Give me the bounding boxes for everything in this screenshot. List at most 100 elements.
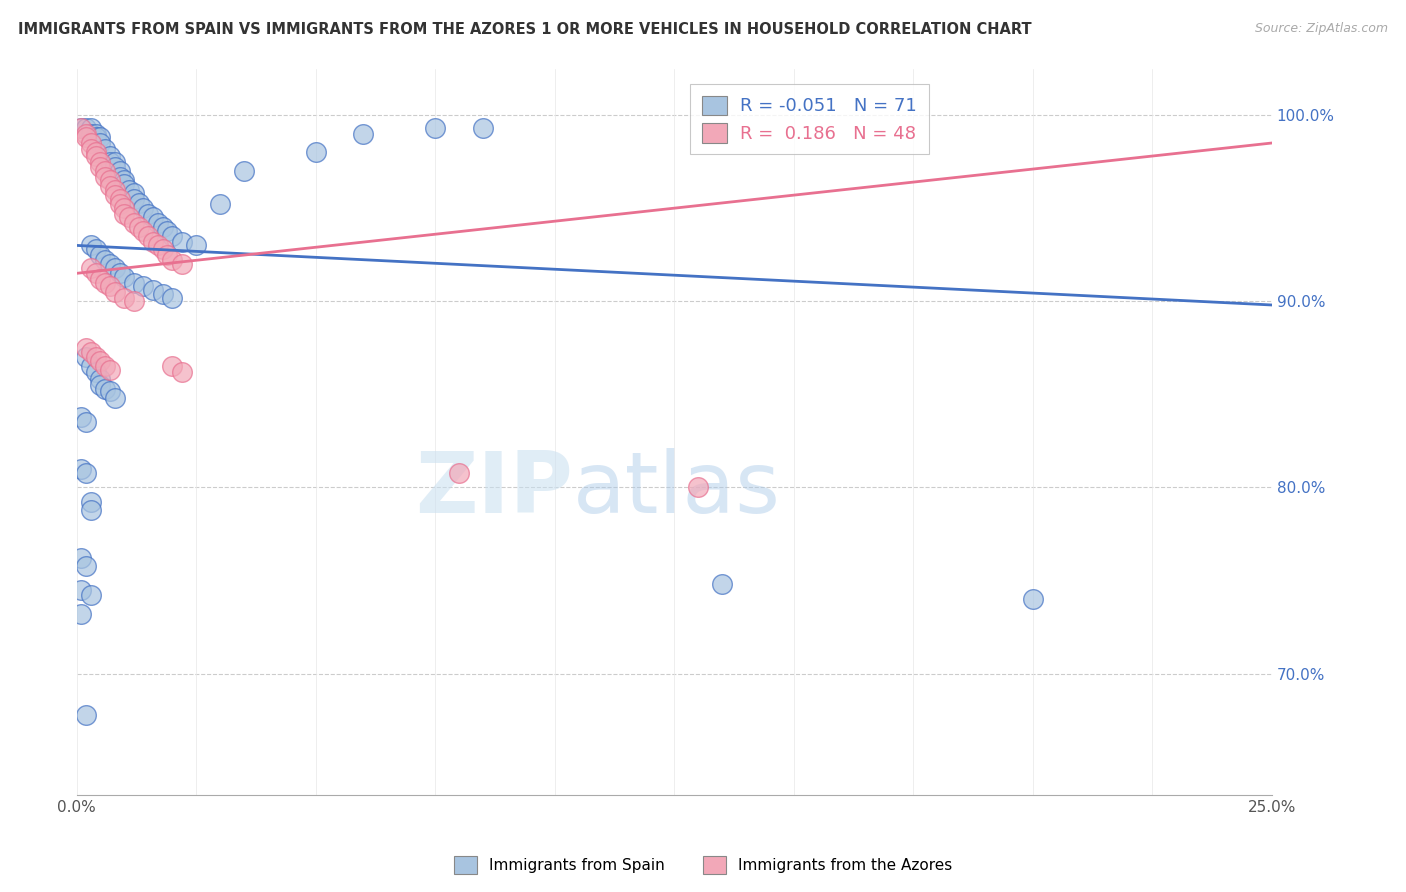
Point — [118, 182, 141, 196]
Point — [142, 235, 165, 249]
Point — [80, 344, 103, 359]
Point — [156, 248, 179, 262]
Point — [84, 145, 107, 160]
Point — [146, 238, 169, 252]
Point — [84, 350, 107, 364]
Point — [80, 121, 103, 136]
Point — [94, 253, 117, 268]
Point — [94, 276, 117, 290]
Point — [160, 291, 183, 305]
Point — [89, 378, 111, 392]
Point — [156, 223, 179, 237]
Point — [70, 582, 93, 597]
Point — [80, 136, 103, 150]
Point — [304, 145, 326, 160]
Point — [136, 229, 159, 244]
Point — [112, 207, 135, 221]
Point — [352, 127, 374, 141]
Point — [152, 286, 174, 301]
Point — [170, 235, 193, 249]
Point — [170, 257, 193, 271]
Text: Source: ZipAtlas.com: Source: ZipAtlas.com — [1254, 22, 1388, 36]
Point — [80, 359, 103, 374]
Text: IMMIGRANTS FROM SPAIN VS IMMIGRANTS FROM THE AZORES 1 OR MORE VEHICLES IN HOUSEH: IMMIGRANTS FROM SPAIN VS IMMIGRANTS FROM… — [18, 22, 1032, 37]
Point — [128, 219, 150, 234]
Point — [70, 551, 93, 566]
Point — [112, 201, 135, 215]
Point — [80, 260, 103, 275]
Point — [94, 382, 117, 396]
Text: ZIP: ZIP — [415, 448, 572, 532]
Point — [108, 266, 131, 280]
Point — [98, 363, 121, 377]
Legend: R = -0.051   N = 71, R =  0.186   N = 48: R = -0.051 N = 71, R = 0.186 N = 48 — [690, 84, 929, 154]
Point — [80, 589, 103, 603]
Point — [94, 169, 117, 184]
Point — [75, 558, 97, 573]
Point — [146, 216, 169, 230]
Point — [104, 188, 127, 202]
Point — [70, 121, 93, 136]
Point — [89, 160, 111, 174]
Point — [104, 182, 127, 196]
Point — [122, 294, 145, 309]
Point — [108, 197, 131, 211]
Point — [472, 121, 495, 136]
Point — [80, 127, 103, 141]
Point — [75, 127, 97, 141]
Point — [70, 462, 93, 476]
Point — [112, 270, 135, 285]
Point — [104, 160, 127, 174]
Point — [160, 229, 183, 244]
Point — [98, 173, 121, 187]
Point — [449, 466, 471, 480]
Point — [170, 365, 193, 379]
Point — [118, 211, 141, 225]
Point — [84, 130, 107, 145]
Point — [184, 238, 207, 252]
Point — [75, 707, 97, 722]
Point — [108, 169, 131, 184]
Point — [89, 154, 111, 169]
Point — [98, 257, 121, 271]
Text: atlas: atlas — [572, 448, 780, 532]
Legend: Immigrants from Spain, Immigrants from the Azores: Immigrants from Spain, Immigrants from t… — [447, 850, 959, 880]
Point — [711, 577, 734, 591]
Point — [104, 260, 127, 275]
Point — [84, 266, 107, 280]
Point — [160, 253, 183, 268]
Point — [104, 285, 127, 299]
Point — [98, 149, 121, 163]
Point — [75, 341, 97, 355]
Point — [112, 291, 135, 305]
Point — [132, 279, 155, 293]
Point — [70, 607, 93, 621]
Point — [160, 359, 183, 374]
Point — [80, 503, 103, 517]
Point — [84, 149, 107, 163]
Point — [98, 178, 121, 193]
Point — [132, 201, 155, 215]
Point — [70, 121, 93, 136]
Point — [94, 359, 117, 374]
Point — [89, 272, 111, 286]
Point — [104, 391, 127, 405]
Point — [128, 195, 150, 210]
Point — [84, 242, 107, 256]
Point — [84, 365, 107, 379]
Point — [98, 384, 121, 398]
Point — [122, 186, 145, 201]
Point — [122, 276, 145, 290]
Point — [84, 127, 107, 141]
Point — [98, 279, 121, 293]
Point — [152, 219, 174, 234]
Point — [425, 121, 447, 136]
Point — [136, 207, 159, 221]
Point — [89, 130, 111, 145]
Point — [75, 130, 97, 145]
Point — [75, 415, 97, 429]
Point — [152, 242, 174, 256]
Point — [108, 192, 131, 206]
Point — [70, 409, 93, 424]
Point — [94, 164, 117, 178]
